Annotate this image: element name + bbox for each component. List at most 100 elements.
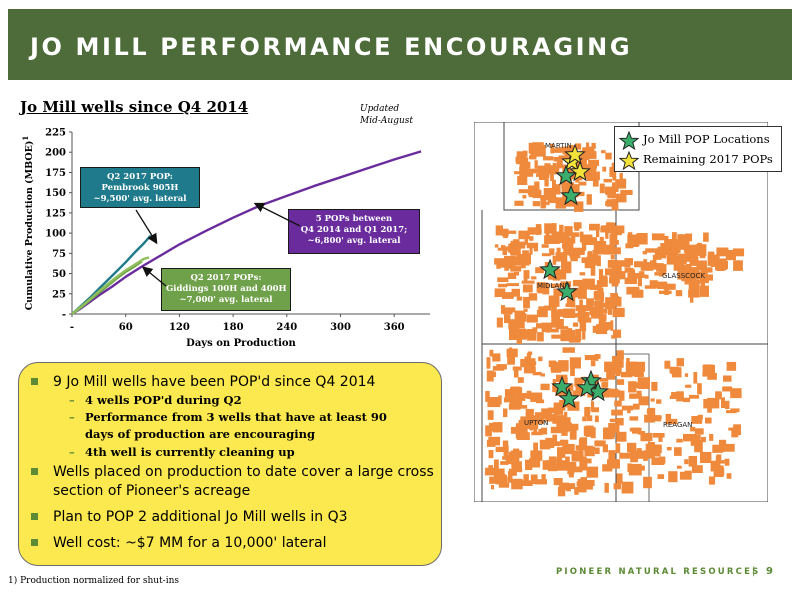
acreage-patch [578, 445, 583, 455]
acreage-patch [703, 274, 713, 281]
acreage-patch [487, 397, 501, 408]
acreage-patch [523, 308, 528, 312]
acreage-patch [586, 305, 593, 309]
acreage-patch [725, 400, 730, 409]
acreage-patch [581, 240, 587, 251]
acreage-patch [581, 257, 588, 263]
acreage-patch [676, 358, 684, 367]
acreage-patch [664, 360, 671, 369]
acreage-patch [491, 485, 495, 490]
acreage-patch [675, 249, 681, 253]
acreage-patch [550, 172, 554, 181]
acreage-patch [569, 248, 581, 255]
acreage-patch [563, 461, 577, 468]
acreage-patch [530, 392, 543, 401]
acreage-patch [650, 398, 655, 402]
acreage-patch [504, 230, 517, 234]
acreage-patch [498, 283, 508, 288]
acreage-patch [536, 173, 543, 177]
dash-icon: – [69, 410, 75, 424]
acreage-patch [552, 379, 556, 386]
acreage-patch [624, 267, 634, 273]
acreage-patch [555, 269, 567, 280]
acreage-patch [712, 444, 723, 453]
acreage-patch [700, 451, 712, 463]
acreage-patch [511, 461, 522, 471]
acreage-patch [598, 316, 606, 327]
acreage-patch [657, 281, 668, 289]
x-tick-label: 300 [330, 322, 351, 333]
acreage-patch [523, 296, 530, 309]
acreage-patch [552, 434, 557, 442]
acreage-patch [687, 271, 694, 281]
acreage-patch [617, 364, 622, 375]
acreage-patch [691, 465, 703, 473]
acreage-patch [602, 244, 616, 255]
acreage-patch [616, 417, 624, 426]
acreage-patch [516, 151, 527, 161]
acreage-patch [636, 390, 642, 396]
acreage-patch [627, 442, 637, 453]
acreage-patch [519, 163, 527, 175]
acreage-patch [507, 354, 515, 365]
acreage-patch [659, 290, 672, 294]
acreage-patch [526, 242, 539, 249]
acreage-patch [579, 322, 587, 332]
acreage-patch [544, 262, 549, 269]
acreage-patch [616, 473, 623, 484]
acreage-patch [637, 431, 645, 435]
acreage-patch [506, 283, 519, 287]
acreage-patch [675, 290, 683, 297]
acreage-patch [549, 328, 559, 333]
acreage-patch [506, 348, 518, 358]
acreage-patch [599, 378, 609, 382]
acreage-patch [637, 275, 642, 287]
acreage-patch [689, 394, 700, 399]
yellow-star-icon [569, 160, 591, 182]
acreage-patch [654, 249, 667, 259]
acreage-patch [716, 247, 729, 257]
green-star-icon [576, 376, 598, 398]
acreage-patch [572, 390, 586, 396]
acreage-patch [551, 148, 562, 153]
acreage-patch [679, 471, 692, 480]
acreage-patch [503, 234, 508, 239]
acreage-patch [616, 350, 624, 360]
acreage-patch [651, 381, 658, 391]
acreage-patch [486, 439, 496, 447]
acreage-patch [664, 246, 669, 251]
acreage-patch [582, 278, 595, 290]
acreage-patch [525, 253, 531, 265]
updated-note-line-2: Mid-August [360, 116, 413, 126]
acreage-patch [643, 476, 652, 489]
acreage-patch [586, 142, 590, 148]
acreage-patch [707, 373, 717, 380]
acreage-patch [509, 396, 523, 407]
acreage-patch [640, 274, 646, 278]
acreage-patch [652, 433, 665, 438]
acreage-patch [610, 320, 614, 331]
acreage-patch [532, 189, 542, 199]
acreage-patch [523, 277, 528, 282]
acreage-patch [565, 456, 570, 464]
acreage-patch [578, 439, 584, 450]
acreage-patch [494, 288, 506, 298]
acreage-patch [582, 329, 586, 340]
county-label-midland: MIDLAND [537, 282, 570, 290]
acreage-patch [489, 349, 494, 357]
acreage-patch [502, 456, 508, 460]
acreage-patch [557, 460, 569, 471]
acreage-patch [688, 267, 700, 278]
acreage-patch [609, 277, 620, 284]
acreage-patch [511, 323, 517, 332]
acreage-patch [532, 327, 538, 333]
acreage-patch [615, 370, 621, 376]
acreage-patch [553, 478, 563, 486]
acreage-patch [721, 397, 725, 408]
acreage-patch [648, 415, 662, 422]
acreage-patch [525, 408, 534, 419]
acreage-patch [530, 397, 543, 402]
acreage-patch [562, 443, 575, 455]
acreage-patch [595, 354, 599, 361]
acreage-patch [484, 471, 496, 476]
